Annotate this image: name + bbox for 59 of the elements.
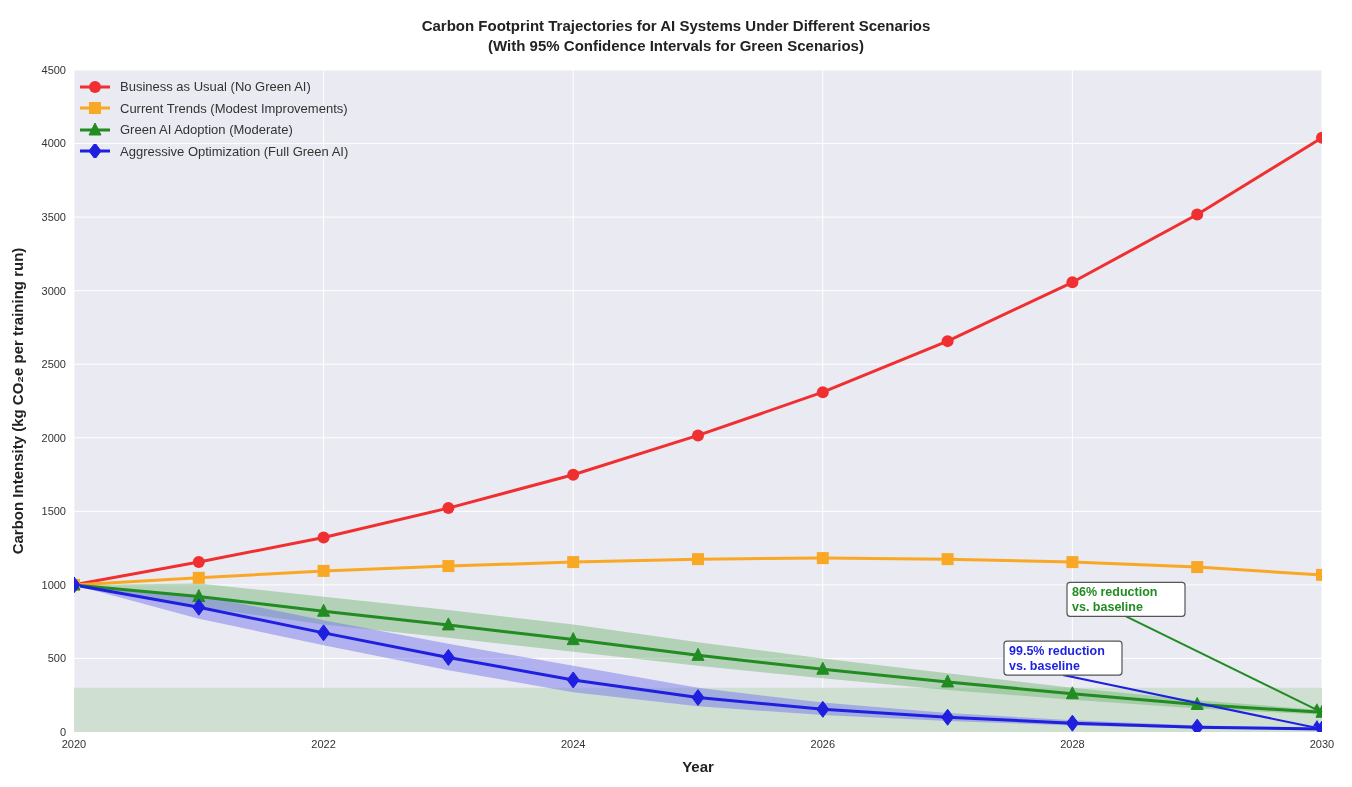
y-tick-label: 0 bbox=[59, 725, 66, 738]
point bbox=[941, 708, 955, 726]
point bbox=[691, 689, 705, 707]
point bbox=[1191, 561, 1204, 574]
y-tick-label: 2000 bbox=[41, 431, 66, 444]
point bbox=[941, 335, 954, 348]
point bbox=[941, 553, 954, 566]
point bbox=[691, 647, 705, 661]
point bbox=[816, 661, 830, 675]
legend-label: Aggressive Optimization (Full Green AI) bbox=[120, 142, 349, 161]
x-axis-title: Year bbox=[682, 758, 715, 775]
point bbox=[567, 468, 580, 481]
point bbox=[441, 617, 455, 631]
y-tick-label: 500 bbox=[47, 652, 66, 665]
legend-label: Current Trends (Modest Improvements) bbox=[120, 99, 348, 118]
point bbox=[567, 556, 580, 569]
point bbox=[192, 556, 205, 569]
y-tick-label: 4500 bbox=[41, 63, 66, 76]
point bbox=[816, 386, 829, 399]
y-tick-label: 4000 bbox=[41, 137, 66, 150]
x-tick-label: 2026 bbox=[810, 737, 836, 750]
point bbox=[816, 700, 830, 718]
x-tick-label: 2022 bbox=[311, 737, 336, 750]
point bbox=[192, 571, 205, 584]
point bbox=[317, 624, 331, 642]
point bbox=[442, 560, 455, 573]
y-axis-title: Carbon Intensity (kg CO₂e per training run) bbox=[9, 247, 27, 555]
y-tick-label: 2500 bbox=[41, 358, 66, 371]
point bbox=[1191, 208, 1204, 221]
annotation: 99.5% reduction vs. baseline bbox=[1009, 644, 1105, 674]
x-tick-label: 2024 bbox=[560, 737, 586, 750]
point bbox=[192, 598, 206, 616]
y-tick-label: 3500 bbox=[41, 211, 66, 224]
point bbox=[1066, 276, 1079, 289]
x-tick-label: 2020 bbox=[61, 737, 87, 750]
point bbox=[1065, 686, 1079, 700]
point bbox=[566, 671, 580, 689]
point bbox=[692, 553, 704, 566]
x-tick-label: 2030 bbox=[1309, 737, 1335, 750]
y-tick-label: 3000 bbox=[41, 284, 66, 297]
point bbox=[317, 564, 330, 577]
point bbox=[317, 531, 330, 544]
legend-label: Business as Usual (No Green AI) bbox=[120, 78, 311, 96]
point bbox=[317, 603, 331, 617]
chart-subtitle: (With 95% Confidence Intervals for Green Scenarios) bbox=[487, 36, 865, 56]
y-tick-label: 1500 bbox=[41, 505, 66, 518]
point bbox=[692, 429, 704, 442]
x-tick-label: 2028 bbox=[1060, 737, 1085, 750]
point bbox=[442, 502, 455, 515]
point bbox=[816, 552, 829, 565]
point bbox=[1065, 714, 1079, 732]
legend-label: Green AI Adoption (Moderate) bbox=[120, 121, 293, 139]
point bbox=[1066, 556, 1079, 569]
point bbox=[566, 632, 580, 646]
point bbox=[441, 648, 455, 666]
chart-title: Carbon Footprint Trajectories for AI Systems Under Different Scenarios bbox=[420, 16, 932, 36]
y-tick-label: 1000 bbox=[41, 578, 66, 591]
annotation: 86% reduction vs. baseline bbox=[1072, 585, 1158, 615]
point bbox=[941, 674, 955, 688]
